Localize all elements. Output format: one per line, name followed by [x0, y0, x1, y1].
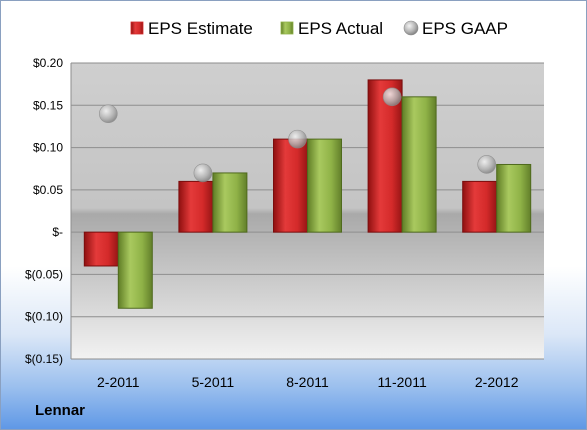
y-tick-label: $0.20 [33, 56, 63, 70]
legend-swatch [130, 21, 144, 35]
marker-eps-gaap [382, 87, 402, 107]
y-tick-label: $0.15 [33, 98, 63, 112]
y-tick-label: $0.10 [33, 141, 63, 155]
legend-swatch [403, 20, 419, 36]
x-tick-label: 8-2011 [286, 374, 329, 390]
x-tick-label: 5-2011 [192, 374, 235, 390]
legend-swatch [280, 21, 294, 35]
bar-eps-actual [212, 172, 248, 233]
y-tick-label: $(0.15) [25, 352, 63, 366]
bar-eps-estimate [83, 231, 119, 267]
x-tick-label: 2-2012 [475, 374, 519, 390]
y-tick-label: $- [52, 225, 63, 239]
bars [83, 79, 532, 309]
company-name: Lennar [35, 402, 86, 419]
legend-label: EPS Estimate [148, 19, 253, 38]
x-axis: 2-2011 5-2011 8-2011 11-2011 2-2012 [97, 374, 519, 390]
marker-eps-gaap [99, 104, 118, 124]
marker-eps-gaap [288, 129, 307, 149]
legend-label: EPS GAAP [422, 19, 508, 38]
legend: EPS Estimate EPS Actual EPS GAAP [130, 19, 508, 38]
bar-eps-estimate [273, 138, 308, 233]
y-tick-label: $(0.10) [25, 310, 63, 324]
marker-eps-gaap [477, 155, 497, 174]
x-tick-label: 2-2011 [97, 374, 140, 390]
legend-label: EPS Actual [298, 19, 383, 38]
marker-eps-gaap [193, 163, 213, 183]
bar-eps-estimate [178, 180, 214, 233]
y-tick-label: $(0.05) [25, 267, 63, 281]
y-axis: $0.20 $0.15 $0.10 $0.05 $- $(0.05) $(0.10) $(0.… [25, 56, 72, 366]
gaap-markers [99, 87, 497, 183]
bar-eps-estimate [462, 180, 498, 233]
y-tick-label: $0.05 [33, 183, 63, 197]
bar-eps-estimate [367, 79, 403, 233]
x-tick-label: 11-2011 [377, 374, 427, 390]
bar-eps-actual [401, 96, 437, 233]
bar-eps-actual [117, 231, 153, 309]
bar-eps-actual [496, 163, 532, 233]
bar-eps-actual [307, 138, 342, 233]
